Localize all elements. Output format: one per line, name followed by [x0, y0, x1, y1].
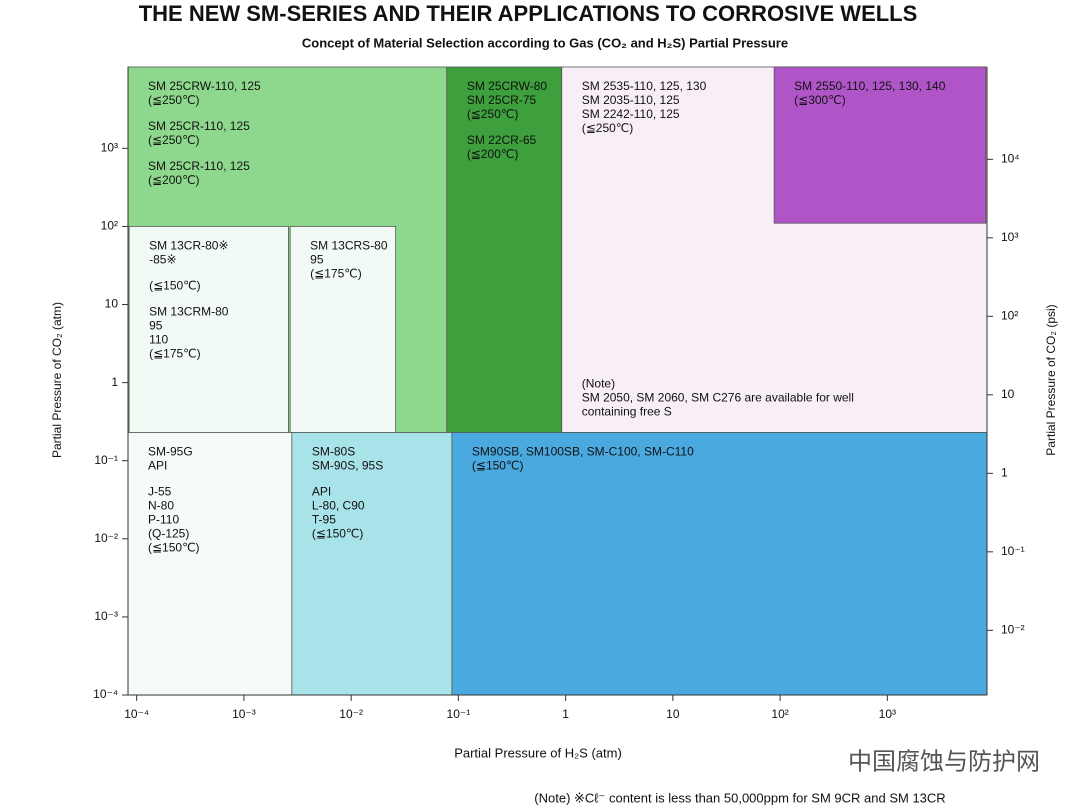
region-label: SM-80S: [312, 445, 355, 459]
region-label: T-95: [312, 513, 336, 527]
region-note: SM 2050, SM 2060, SM C276 are available …: [582, 391, 854, 405]
region: [291, 432, 453, 696]
region-label: SM 13CRM-80: [149, 305, 229, 319]
region-label: P-110: [148, 513, 179, 527]
region-label: (≦150℃): [148, 541, 200, 555]
region-note: containing free S: [582, 405, 672, 419]
x-axis-title: Partial Pressure of H₂S (atm): [454, 745, 622, 760]
y-tick-label: 10⁻²: [94, 531, 118, 545]
region-label: SM 13CRS-80: [310, 239, 388, 253]
x-tick-label: 1: [562, 707, 569, 721]
x-tick-label: 10⁻¹: [447, 707, 471, 721]
chart-title: THE NEW SM-SERIES AND THEIR APPLICATIONS…: [139, 1, 918, 26]
region-label: SM 2535-110, 125, 130: [582, 79, 707, 93]
region-label: SM90SB, SM100SB, SM-C100, SM-C110: [472, 445, 694, 459]
region-label: (≦175℃): [310, 267, 362, 281]
region-label: SM 22CR-65: [467, 133, 537, 147]
y-tick-label: 10⁻¹: [94, 453, 118, 467]
region-label: SM-95G: [148, 445, 193, 459]
region-label: (≦250℃): [148, 93, 200, 107]
region-label: (≦150℃): [472, 459, 524, 473]
region-label: SM 13CR-80※: [149, 239, 228, 253]
x-tick-label: 10: [666, 707, 680, 721]
y2-tick-label: 1: [1001, 465, 1008, 479]
region-label: SM 25CR-75: [467, 93, 537, 107]
region-label: 95: [149, 319, 163, 333]
x-tick-label: 10⁻²: [339, 707, 363, 721]
y2-tick-label: 10⁴: [1001, 151, 1020, 165]
watermark: 中国腐蚀与防护网: [848, 748, 1040, 775]
region-label: (≦150℃): [149, 279, 201, 293]
region-label: (≦250℃): [467, 107, 519, 121]
region-label: L-80, C90: [312, 499, 365, 513]
region: [773, 66, 987, 224]
y-tick-label: 1: [111, 375, 118, 389]
region-label: (≦175℃): [149, 347, 201, 361]
region-label: (Q-125): [148, 527, 189, 541]
y-tick-label: 10: [105, 297, 119, 311]
region-label: SM 2242-110, 125: [582, 107, 680, 121]
region: [128, 226, 289, 433]
region-label: -85※: [149, 253, 176, 267]
region-label: SM 2035-110, 125: [582, 93, 680, 107]
region-label: (≦200℃): [148, 173, 200, 187]
y2-tick-label: 10: [1001, 387, 1015, 401]
region-label: SM 2550-110, 125, 130, 140: [794, 79, 946, 93]
y-tick-label: 10³: [101, 141, 118, 155]
y-axis-title: Partial Pressure of CO₂ (atm): [50, 302, 64, 458]
y2-tick-label: 10³: [1001, 230, 1018, 244]
region: [289, 226, 397, 433]
region-note: (Note): [582, 377, 615, 391]
y2-axis-title: Partial Pressure of CO₂ (psi): [1044, 304, 1058, 455]
region-label: API: [148, 459, 167, 473]
x-tick-label: 10⁻⁴: [124, 707, 149, 721]
chart-subtitle: Concept of Material Selection according …: [302, 35, 788, 50]
y-tick-label: 10²: [101, 219, 118, 233]
region-label: SM 25CR-110, 125: [148, 119, 250, 133]
region-label: 95: [310, 253, 324, 267]
footnote: (Note) ※Cℓ⁻ content is less than 50,000p…: [534, 790, 945, 805]
y-tick-label: 10⁻⁴: [93, 687, 118, 701]
region-label: SM-90S, 95S: [312, 459, 383, 473]
region: [127, 432, 293, 696]
region: [446, 66, 563, 433]
region-label: J-55: [148, 485, 172, 499]
y2-tick-label: 10²: [1001, 308, 1018, 322]
x-tick-label: 10³: [879, 707, 896, 721]
x-tick-label: 10⁻³: [232, 707, 256, 721]
region-label: API: [312, 485, 331, 499]
region-label: (≦250℃): [148, 133, 200, 147]
x-tick-label: 10²: [771, 707, 788, 721]
y2-tick-label: 10⁻²: [1001, 622, 1025, 636]
region: [451, 432, 988, 696]
region-label: N-80: [148, 499, 174, 513]
region-label: (≦250℃): [582, 121, 634, 135]
region-label: SM 25CRW-80: [467, 79, 548, 93]
region-label: (≦150℃): [312, 527, 364, 541]
region-label: SM 25CRW-110, 125: [148, 79, 261, 93]
region-label: (≦200℃): [467, 147, 519, 161]
y-tick-label: 10⁻³: [94, 609, 118, 623]
region-label: 110: [149, 333, 168, 347]
region-label: SM 25CR-110, 125: [148, 159, 250, 173]
y2-tick-label: 10⁻¹: [1001, 544, 1025, 558]
region-label: (≦300℃): [794, 93, 846, 107]
